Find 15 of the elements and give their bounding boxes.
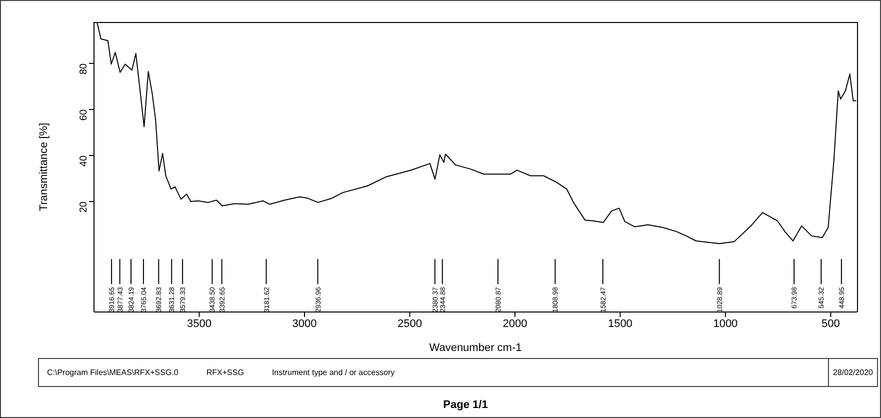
y-tick-label: 80 xyxy=(78,62,90,75)
y-tick-label: 40 xyxy=(78,155,90,167)
x-tick-label: 500 xyxy=(822,318,840,330)
x-tick-label: 3000 xyxy=(292,318,317,330)
text: Page 1/1 xyxy=(442,399,489,411)
x-tick-label: 1500 xyxy=(608,318,632,330)
x-tick-label: 1000 xyxy=(713,318,738,330)
info-table: C:\Program Files\MEAS\RFX+SSG.0 RFX+SSG Instrument type and / or accessory 28/02/2020 xyxy=(38,358,878,387)
y-axis-title: Transmittance [%] xyxy=(38,122,50,212)
x-tick-label: 2500 xyxy=(397,318,422,330)
x-axis-title: Wavenumber cm-1 xyxy=(429,342,522,354)
y-tick-label: 20 xyxy=(78,201,90,213)
x-tick-label: 3500 xyxy=(187,318,212,330)
x-tick-label: 2000 xyxy=(502,318,528,330)
y-tick-label: 60 xyxy=(78,109,90,121)
